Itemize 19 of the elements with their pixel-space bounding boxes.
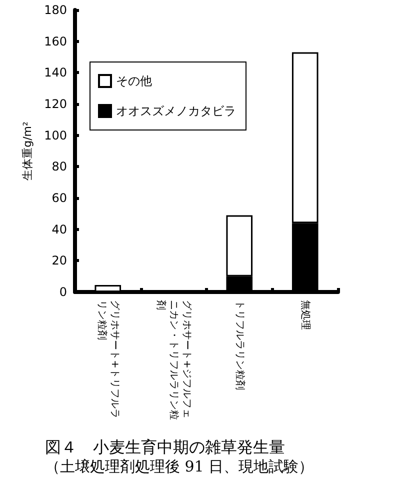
y-tick-label: 60	[52, 191, 67, 205]
y-tick-label: 0	[59, 285, 67, 299]
x-tick-label: 無処理	[300, 300, 312, 330]
legend-label: オオスズメノカタビラ	[116, 104, 236, 118]
y-tick-label: 180	[44, 3, 67, 17]
y-tick-label: 20	[52, 254, 67, 268]
y-tick-label: 80	[52, 160, 67, 174]
legend-label: その他	[116, 74, 152, 88]
y-tick-label: 100	[44, 128, 67, 142]
x-tick-label: グリホサート+ジフルフェニカン・トリフルラリン粒剤	[155, 300, 192, 420]
x-tick-label: グリホサート+トリフルラリン粒剤	[96, 300, 120, 418]
y-axis-title: 生体重g/m²	[21, 122, 34, 180]
x-tick-label: トリフルラリン粒剤	[234, 300, 246, 390]
y-tick-label: 120	[44, 97, 67, 111]
text: 図４ 小麦生育中期の雑草発生量	[45, 438, 285, 456]
y-tick-label: 140	[44, 66, 67, 80]
y-tick-label: 160	[44, 34, 67, 48]
text: （土壌処理剤処理後 91 日、現地試験）	[45, 458, 314, 476]
y-tick-label: 40	[52, 222, 67, 236]
